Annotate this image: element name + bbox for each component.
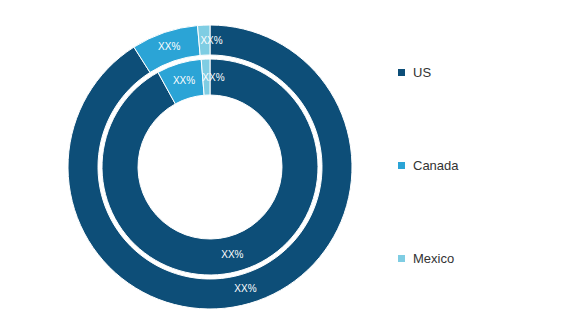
svg-text:XX%: XX% xyxy=(173,75,195,86)
svg-text:XX%: XX% xyxy=(200,35,222,46)
svg-text:XX%: XX% xyxy=(202,72,224,83)
html-text:Mexico: Mexico xyxy=(413,250,455,266)
svg-text:XX%: XX% xyxy=(234,283,256,294)
svg-text:XX%: XX% xyxy=(221,249,243,260)
svg-text:XX%: XX% xyxy=(158,41,180,52)
html-text:US: US xyxy=(413,64,432,80)
html-text:Canada: Canada xyxy=(413,157,459,173)
